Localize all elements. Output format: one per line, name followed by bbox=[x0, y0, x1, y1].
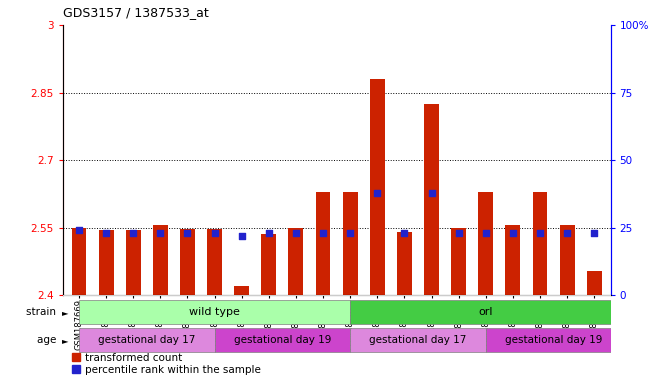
Bar bbox=[424, 104, 439, 295]
Point bbox=[290, 230, 301, 236]
Text: GDS3157 / 1387533_at: GDS3157 / 1387533_at bbox=[63, 6, 209, 19]
Bar bbox=[560, 225, 575, 295]
Bar bbox=[397, 232, 412, 295]
Bar bbox=[451, 228, 466, 295]
Text: ►: ► bbox=[62, 308, 69, 317]
Bar bbox=[234, 286, 249, 295]
Bar bbox=[587, 270, 602, 295]
Point bbox=[74, 227, 84, 233]
Point bbox=[480, 230, 491, 236]
Point bbox=[263, 230, 274, 236]
Point bbox=[345, 230, 356, 236]
Bar bbox=[261, 235, 277, 295]
Bar bbox=[288, 228, 304, 295]
Point bbox=[155, 230, 166, 236]
Point bbox=[209, 230, 220, 236]
Bar bbox=[71, 228, 86, 295]
Bar bbox=[180, 228, 195, 295]
Text: strain: strain bbox=[26, 307, 59, 317]
Bar bbox=[506, 225, 520, 295]
Text: gestational day 17: gestational day 17 bbox=[98, 335, 195, 345]
Point bbox=[372, 189, 383, 195]
Point bbox=[508, 230, 518, 236]
FancyBboxPatch shape bbox=[350, 300, 621, 324]
Text: ►: ► bbox=[62, 336, 69, 345]
FancyBboxPatch shape bbox=[79, 328, 214, 352]
Text: age: age bbox=[37, 335, 59, 345]
Bar bbox=[478, 192, 493, 295]
Text: gestational day 17: gestational day 17 bbox=[369, 335, 467, 345]
Text: gestational day 19: gestational day 19 bbox=[505, 335, 602, 345]
Bar bbox=[98, 230, 114, 295]
Legend: transformed count, percentile rank within the sample: transformed count, percentile rank withi… bbox=[68, 348, 265, 379]
FancyBboxPatch shape bbox=[486, 328, 621, 352]
Point bbox=[128, 230, 139, 236]
Bar bbox=[533, 192, 547, 295]
Point bbox=[236, 233, 247, 239]
Bar bbox=[343, 192, 358, 295]
Text: orl: orl bbox=[478, 307, 493, 317]
Point bbox=[453, 230, 464, 236]
Text: wild type: wild type bbox=[189, 307, 240, 317]
Point bbox=[399, 230, 410, 236]
Point bbox=[182, 230, 193, 236]
Bar bbox=[315, 192, 331, 295]
Point bbox=[426, 189, 437, 195]
FancyBboxPatch shape bbox=[350, 328, 486, 352]
Text: gestational day 19: gestational day 19 bbox=[234, 335, 331, 345]
FancyBboxPatch shape bbox=[214, 328, 350, 352]
Point bbox=[101, 230, 112, 236]
Point bbox=[562, 230, 572, 236]
FancyBboxPatch shape bbox=[79, 300, 350, 324]
Bar bbox=[126, 230, 141, 295]
Bar bbox=[370, 79, 385, 295]
Bar bbox=[207, 228, 222, 295]
Point bbox=[535, 230, 545, 236]
Point bbox=[317, 230, 328, 236]
Point bbox=[589, 230, 599, 236]
Bar bbox=[153, 225, 168, 295]
